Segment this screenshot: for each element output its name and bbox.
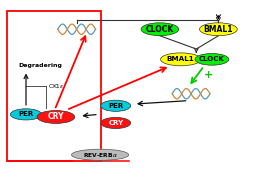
Ellipse shape xyxy=(37,111,75,123)
Text: BMAL1: BMAL1 xyxy=(204,25,233,34)
Text: CLOCK: CLOCK xyxy=(146,25,174,34)
Text: Degradering: Degradering xyxy=(18,63,62,68)
Text: CRY: CRY xyxy=(108,120,123,126)
Text: CK1$\varepsilon$: CK1$\varepsilon$ xyxy=(48,82,65,90)
Text: PER: PER xyxy=(108,103,123,109)
Ellipse shape xyxy=(195,53,229,65)
Text: PER: PER xyxy=(18,111,34,117)
Text: CLOCK: CLOCK xyxy=(199,56,225,62)
Ellipse shape xyxy=(10,109,42,120)
Ellipse shape xyxy=(141,23,179,36)
Ellipse shape xyxy=(101,117,131,129)
Text: CRY: CRY xyxy=(48,112,64,121)
Text: BMAL1: BMAL1 xyxy=(167,56,194,62)
Ellipse shape xyxy=(160,53,201,66)
Bar xyxy=(6,11,101,161)
Ellipse shape xyxy=(101,100,131,111)
Text: REV-ERB$\alpha$: REV-ERB$\alpha$ xyxy=(83,151,118,159)
Text: +: + xyxy=(204,70,213,80)
Ellipse shape xyxy=(72,149,129,160)
Ellipse shape xyxy=(200,23,237,36)
